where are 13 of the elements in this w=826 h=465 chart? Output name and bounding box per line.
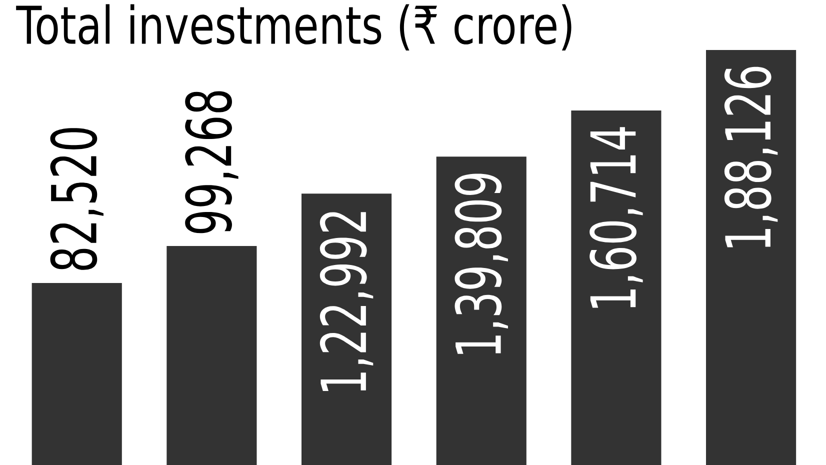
- data-label: 1,60,714: [590, 127, 643, 308]
- bar: [32, 282, 122, 465]
- chart-title: Total investments (₹ crore): [16, 4, 572, 51]
- bar: [706, 50, 796, 465]
- bar: [166, 246, 257, 465]
- bar: [302, 194, 392, 465]
- data-label: 99,268: [185, 91, 238, 234]
- data-label: 1,88,126: [724, 66, 778, 248]
- bar: [571, 110, 662, 465]
- data-label: 1,22,992: [320, 212, 374, 391]
- data-label: 1,39,809: [454, 174, 508, 354]
- bar: [436, 156, 526, 465]
- data-label: 82,520: [50, 128, 104, 270]
